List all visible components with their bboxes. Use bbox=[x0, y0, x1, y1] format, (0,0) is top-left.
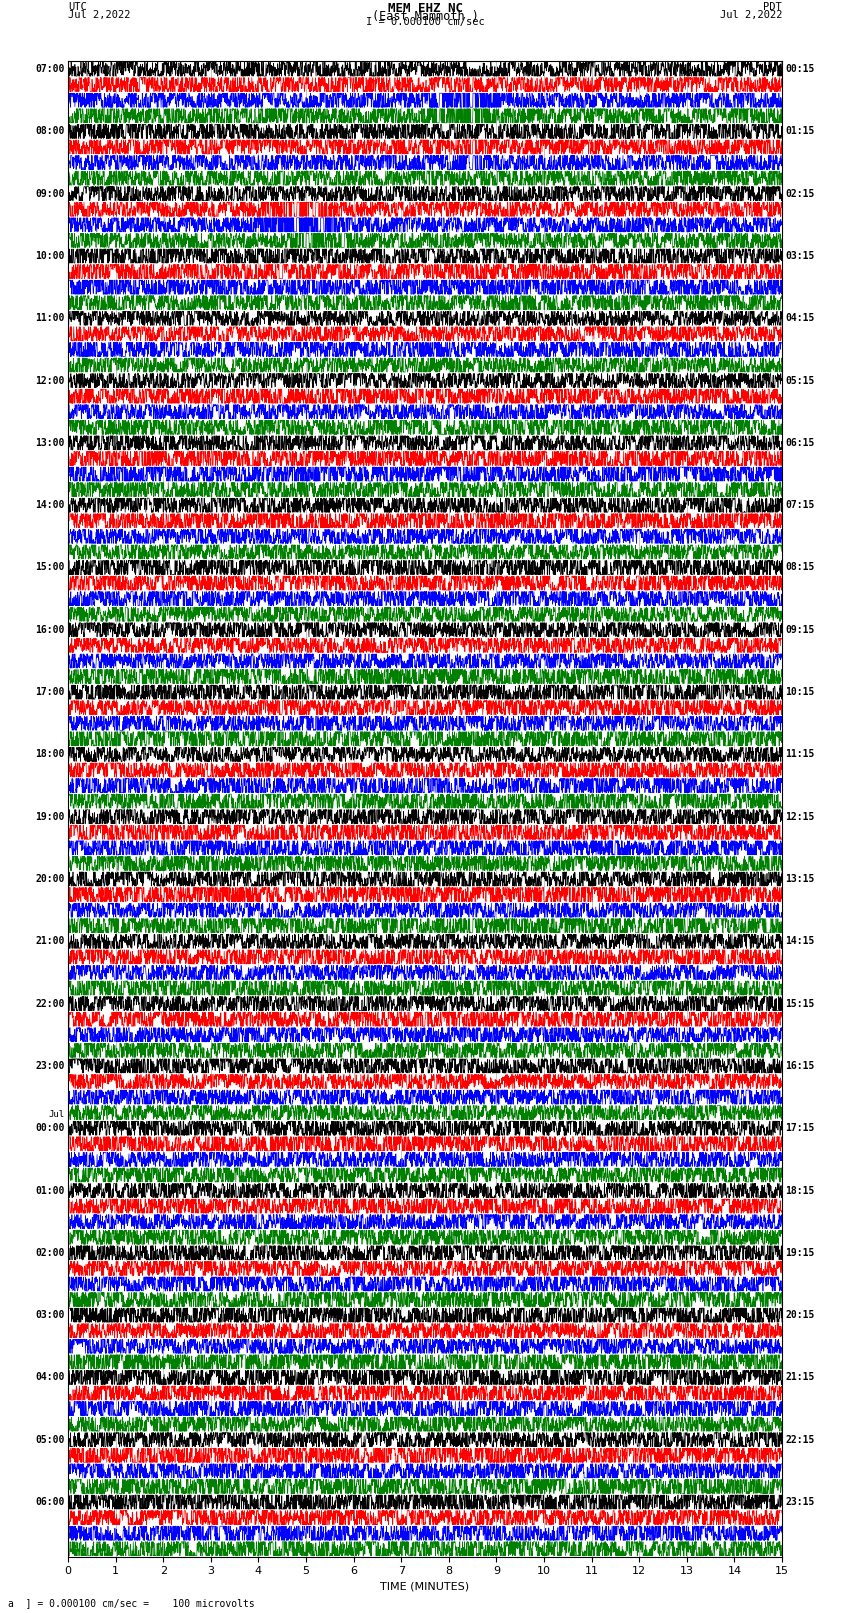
Text: 07:00: 07:00 bbox=[35, 65, 65, 74]
Text: 10:00: 10:00 bbox=[35, 252, 65, 261]
Text: 11:00: 11:00 bbox=[35, 313, 65, 323]
Text: 23:00: 23:00 bbox=[35, 1061, 65, 1071]
Text: 23:15: 23:15 bbox=[785, 1497, 815, 1507]
Text: a  ] = 0.000100 cm/sec =    100 microvolts: a ] = 0.000100 cm/sec = 100 microvolts bbox=[8, 1598, 255, 1608]
Text: MEM EHZ NC: MEM EHZ NC bbox=[388, 3, 462, 16]
Text: 10:15: 10:15 bbox=[785, 687, 815, 697]
Text: PDT: PDT bbox=[763, 3, 782, 13]
Text: 07:15: 07:15 bbox=[785, 500, 815, 510]
Text: 03:15: 03:15 bbox=[785, 252, 815, 261]
Text: 17:15: 17:15 bbox=[785, 1123, 815, 1134]
Text: 16:00: 16:00 bbox=[35, 624, 65, 636]
X-axis label: TIME (MINUTES): TIME (MINUTES) bbox=[381, 1582, 469, 1592]
Text: I = 0.000100 cm/sec: I = 0.000100 cm/sec bbox=[366, 18, 484, 27]
Text: 09:00: 09:00 bbox=[35, 189, 65, 198]
Text: 13:00: 13:00 bbox=[35, 437, 65, 448]
Text: 19:00: 19:00 bbox=[35, 811, 65, 821]
Text: 01:15: 01:15 bbox=[785, 126, 815, 137]
Text: 12:15: 12:15 bbox=[785, 811, 815, 821]
Text: 08:15: 08:15 bbox=[785, 563, 815, 573]
Text: 18:00: 18:00 bbox=[35, 750, 65, 760]
Text: 09:15: 09:15 bbox=[785, 624, 815, 636]
Text: 02:00: 02:00 bbox=[35, 1248, 65, 1258]
Text: 12:00: 12:00 bbox=[35, 376, 65, 386]
Text: 17:00: 17:00 bbox=[35, 687, 65, 697]
Text: 22:15: 22:15 bbox=[785, 1434, 815, 1445]
Text: 14:15: 14:15 bbox=[785, 936, 815, 947]
Text: 19:15: 19:15 bbox=[785, 1248, 815, 1258]
Text: 21:15: 21:15 bbox=[785, 1373, 815, 1382]
Text: 20:15: 20:15 bbox=[785, 1310, 815, 1319]
Text: Jul 2,2022: Jul 2,2022 bbox=[68, 10, 131, 19]
Text: 04:15: 04:15 bbox=[785, 313, 815, 323]
Text: 00:15: 00:15 bbox=[785, 65, 815, 74]
Text: 05:15: 05:15 bbox=[785, 376, 815, 386]
Text: 15:15: 15:15 bbox=[785, 998, 815, 1008]
Text: 08:00: 08:00 bbox=[35, 126, 65, 137]
Text: 11:15: 11:15 bbox=[785, 750, 815, 760]
Text: 16:15: 16:15 bbox=[785, 1061, 815, 1071]
Text: 18:15: 18:15 bbox=[785, 1186, 815, 1195]
Text: 13:15: 13:15 bbox=[785, 874, 815, 884]
Text: (East Mammoth ): (East Mammoth ) bbox=[371, 10, 479, 23]
Text: 04:00: 04:00 bbox=[35, 1373, 65, 1382]
Text: Jul 2,2022: Jul 2,2022 bbox=[719, 10, 782, 19]
Text: 05:00: 05:00 bbox=[35, 1434, 65, 1445]
Text: 20:00: 20:00 bbox=[35, 874, 65, 884]
Text: 02:15: 02:15 bbox=[785, 189, 815, 198]
Text: 06:00: 06:00 bbox=[35, 1497, 65, 1507]
Text: 03:00: 03:00 bbox=[35, 1310, 65, 1319]
Text: 15:00: 15:00 bbox=[35, 563, 65, 573]
Text: Jul: Jul bbox=[48, 1110, 65, 1118]
Text: UTC: UTC bbox=[68, 3, 87, 13]
Text: 14:00: 14:00 bbox=[35, 500, 65, 510]
Text: 06:15: 06:15 bbox=[785, 437, 815, 448]
Text: 01:00: 01:00 bbox=[35, 1186, 65, 1195]
Text: 00:00: 00:00 bbox=[35, 1123, 65, 1134]
Text: 21:00: 21:00 bbox=[35, 936, 65, 947]
Text: 22:00: 22:00 bbox=[35, 998, 65, 1008]
